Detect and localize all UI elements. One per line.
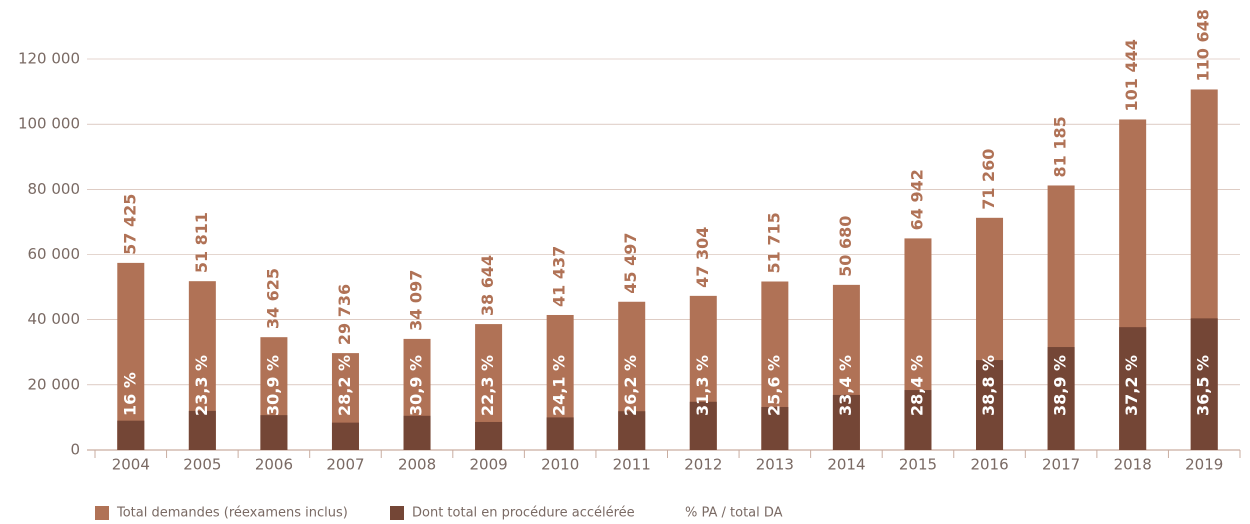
x-tick-label: 2012 (684, 456, 722, 474)
total-label: 34 625 (263, 268, 282, 329)
x-tick-label: 2016 (970, 456, 1008, 474)
bar-accelerated (1119, 327, 1147, 450)
legend-swatch (95, 506, 109, 520)
percent-label: 25,6 % (764, 355, 783, 416)
bar-accelerated (618, 411, 646, 450)
x-tick-label: 2010 (541, 456, 579, 474)
percent-label: 33,4 % (836, 355, 855, 416)
y-tick-label: 0 (70, 441, 80, 459)
x-tick-label: 2007 (326, 456, 364, 474)
bar-accelerated (188, 410, 216, 450)
total-label: 29 736 (335, 284, 354, 345)
total-label: 50 680 (836, 216, 855, 277)
percent-label: 28,2 % (335, 355, 354, 416)
x-tick-label: 2005 (183, 456, 221, 474)
total-label: 34 097 (407, 270, 426, 331)
total-label: 51 715 (764, 212, 783, 273)
y-tick-label: 100 000 (18, 115, 80, 133)
x-tick-label: 2014 (827, 456, 865, 474)
total-label: 38 644 (478, 255, 497, 316)
bar-accelerated (331, 422, 359, 450)
bar-accelerated (976, 360, 1004, 450)
total-label: 81 185 (1051, 116, 1070, 177)
y-tick-label: 20 000 (28, 375, 81, 393)
bar-accelerated (403, 415, 431, 450)
y-tick-label: 80 000 (28, 180, 81, 198)
legend-label: Dont total en procédure accélérée (412, 506, 635, 521)
x-tick-label: 2006 (255, 456, 293, 474)
legend-swatch (390, 506, 404, 520)
percent-label: 38,8 % (979, 355, 998, 416)
bar-accelerated (761, 406, 789, 450)
x-tick-label: 2009 (470, 456, 508, 474)
x-tick-label: 2004 (112, 456, 150, 474)
y-tick-label: 40 000 (28, 310, 81, 328)
total-label: 110 648 (1194, 9, 1213, 81)
percent-label: 28,4 % (907, 355, 926, 416)
percent-label: 38,9 % (1051, 355, 1070, 416)
x-tick-label: 2018 (1114, 456, 1152, 474)
y-tick-label: 60 000 (28, 245, 81, 263)
total-label: 45 497 (621, 233, 640, 294)
bar-accelerated (904, 390, 932, 450)
legend-label: % PA / total DA (685, 506, 783, 521)
percent-label: 23,3 % (192, 355, 211, 416)
total-label: 64 942 (907, 169, 926, 230)
bar-accelerated (117, 420, 145, 450)
total-label: 51 811 (192, 212, 211, 273)
x-tick-label: 2008 (398, 456, 436, 474)
percent-label: 37,2 % (1122, 355, 1141, 416)
percent-label: 31,3 % (693, 355, 712, 416)
x-tick-label: 2015 (899, 456, 937, 474)
bar-total (117, 262, 145, 450)
total-label: 41 437 (550, 246, 569, 307)
legend-label: Total demandes (réexamens inclus) (116, 506, 348, 521)
bar-accelerated (689, 401, 717, 450)
percent-label: 16 % (120, 372, 139, 416)
total-label: 57 425 (120, 194, 139, 255)
bar-accelerated (475, 421, 503, 450)
percent-label: 26,2 % (621, 355, 640, 416)
bar-accelerated (832, 394, 860, 450)
bar-accelerated (546, 417, 574, 450)
percent-label: 30,9 % (407, 355, 426, 416)
total-label: 47 304 (693, 227, 712, 288)
percent-label: 22,3 % (478, 355, 497, 416)
total-label: 101 444 (1122, 39, 1141, 111)
percent-label: 36,5 % (1194, 355, 1213, 416)
total-label: 71 260 (979, 149, 998, 210)
bar-accelerated (1190, 318, 1218, 450)
x-tick-label: 2019 (1185, 456, 1223, 474)
y-tick-label: 120 000 (18, 50, 80, 68)
percent-label: 24,1 % (550, 355, 569, 416)
percent-label: 30,9 % (263, 355, 282, 416)
x-tick-label: 2013 (756, 456, 794, 474)
x-tick-label: 2011 (613, 456, 651, 474)
x-tick-label: 2017 (1042, 456, 1080, 474)
bar-accelerated (1047, 347, 1075, 450)
bar-accelerated (260, 415, 288, 450)
